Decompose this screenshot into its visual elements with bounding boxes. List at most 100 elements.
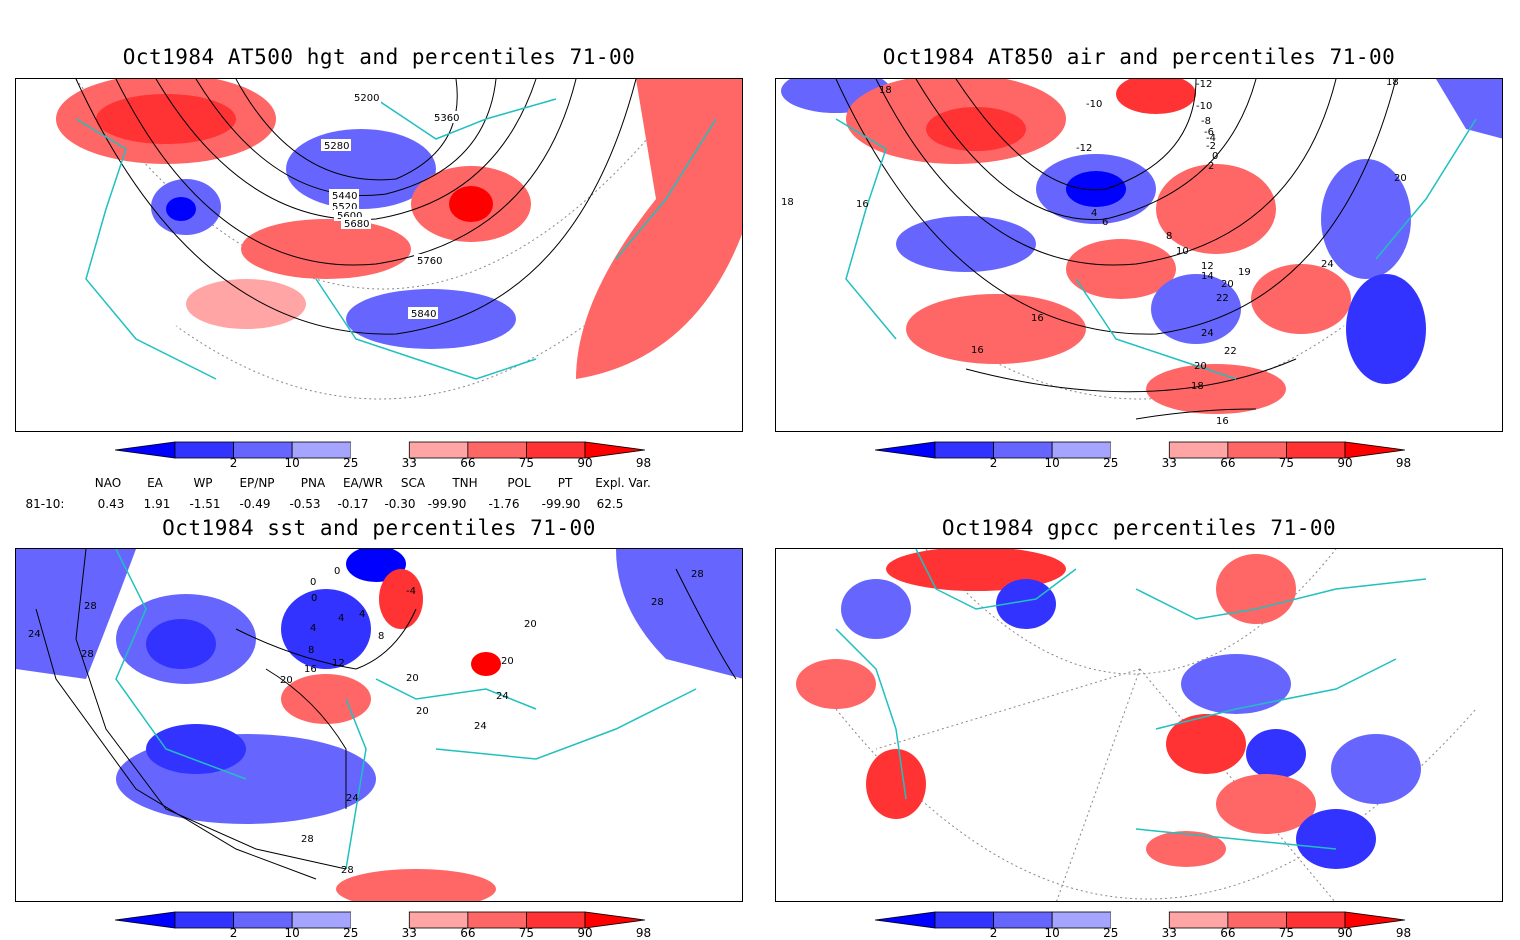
- colorbar-label: 2: [989, 926, 998, 940]
- colorbar-swatch: [1168, 911, 1229, 929]
- cold-anomaly-core: [1066, 171, 1126, 207]
- contour-label: 12: [1201, 261, 1214, 272]
- colorbar-swatches: [874, 911, 1406, 929]
- cold-anomaly-region: [1321, 159, 1411, 279]
- colorbar-swatch: [350, 442, 410, 458]
- contour-line: [155, 79, 537, 221]
- warm-anomaly-core: [96, 94, 236, 144]
- dotted-meridian-line: [1056, 668, 1141, 901]
- colorbar-bottom-right: 2 10 25 33 66 75 90 98: [874, 910, 1411, 940]
- contour-label: 8: [378, 631, 384, 642]
- contour-label: 2: [1208, 161, 1214, 172]
- warm-anomaly-core: [926, 107, 1026, 151]
- warm-anomaly-region: [186, 279, 306, 329]
- warm-anomaly-region: [379, 569, 423, 629]
- dotted-meridian-line: [875, 668, 1141, 750]
- contour-label: 0: [334, 566, 340, 577]
- contour-label: 28: [341, 865, 354, 876]
- warm-anomaly-region: [1116, 79, 1196, 114]
- contour-label-bg: [414, 254, 444, 266]
- colorbar-top-right: 2 10 25 33 66 75 90 98: [874, 440, 1411, 476]
- contour-label: 20: [406, 673, 419, 684]
- colorbar-label: 33: [1161, 456, 1177, 470]
- contour-label: 24: [474, 721, 487, 732]
- colorbar-swatch: [526, 911, 586, 929]
- colorbar-swatch: [467, 911, 527, 929]
- panel-title-gpcc: Oct1984 gpcc percentiles 71-00: [941, 516, 1337, 540]
- contour-line: [915, 79, 1257, 221]
- contour-label: 28: [81, 649, 94, 660]
- contour-label: 18: [879, 85, 892, 96]
- contour-label: 24: [346, 793, 359, 804]
- contour-label: 4: [359, 609, 365, 620]
- wet-anomaly-region: [1216, 554, 1296, 624]
- colorbar-swatch: [1051, 911, 1112, 929]
- warm-anomaly-region: [1146, 364, 1286, 414]
- dry-anomaly-region: [1181, 654, 1291, 714]
- contour-label-bg: [341, 217, 371, 229]
- colorbar-swatch: [114, 441, 176, 459]
- contour-label: -6: [1204, 127, 1214, 138]
- contour-label: 18: [1191, 381, 1204, 392]
- warm-anomaly-region: [576, 79, 742, 379]
- index-header: EA: [147, 476, 163, 490]
- contour-label: 10: [1176, 246, 1189, 257]
- colorbar-label: 2: [229, 456, 238, 470]
- colorbar-swatch: [350, 912, 410, 928]
- colorbar-label: 75: [1278, 926, 1295, 940]
- contour-line: [675, 568, 737, 680]
- index-value: 62.5: [596, 497, 624, 511]
- colorbar-label: 66: [460, 926, 476, 940]
- colorbar-label: 33: [401, 926, 417, 940]
- contour-label: 4: [310, 623, 316, 634]
- index-header: TNH: [452, 476, 478, 490]
- index-value: -1.51: [189, 497, 221, 511]
- contour-label: 5680: [344, 219, 369, 230]
- index-header: Expl. Var.: [595, 476, 651, 490]
- contour-line: [1135, 408, 1257, 420]
- cold-anomaly-region: [1436, 79, 1502, 139]
- colorbar-label: 90: [1337, 456, 1353, 470]
- colorbar-label: 25: [343, 456, 359, 470]
- colorbar-swatch: [1286, 441, 1346, 459]
- contour-label: 5600: [337, 211, 362, 222]
- index-header: WP: [193, 476, 213, 490]
- map-panel-gpcc: [775, 548, 1503, 902]
- colorbar-swatch: [1286, 911, 1346, 929]
- wet-anomaly-region: [866, 749, 926, 819]
- warm-anomaly-core: [449, 186, 493, 222]
- colorbar-swatches: [114, 911, 646, 929]
- cold-anomaly-region: [1151, 274, 1241, 344]
- index-value: -0.17: [337, 497, 369, 511]
- contour-label: 18: [1386, 79, 1399, 88]
- contour-label-bg: [408, 307, 438, 319]
- wet-anomaly-region: [1146, 831, 1226, 867]
- contour-label: 28: [691, 569, 704, 580]
- colorbar-swatch: [291, 911, 352, 929]
- contour-label: 8: [1166, 231, 1172, 242]
- contour-label: -4: [406, 586, 416, 597]
- warm-anomaly-region: [1156, 164, 1276, 254]
- contour-label: 5440: [332, 191, 357, 202]
- panel-title-sst: Oct1984 sst and percentiles 71-00: [162, 516, 596, 540]
- colorbar-top-left: 2 10 25 33 66 75 90 98: [114, 440, 651, 476]
- colorbar-label: 66: [460, 456, 476, 470]
- indices-value-row: 81-10: 0.43 1.91 -1.51 -0.49 -0.53 -0.17…: [0, 497, 760, 513]
- colorbar-swatch: [233, 441, 293, 459]
- contour-label: 20: [524, 619, 537, 630]
- contour-label: 20: [280, 675, 293, 686]
- colorbar-label: 10: [284, 456, 300, 470]
- contour-label: 5520: [332, 202, 357, 213]
- coastline: [115, 549, 697, 870]
- contour-label: 22: [1216, 293, 1229, 304]
- colorbar-swatch: [174, 911, 234, 929]
- contour-line: [265, 668, 347, 809]
- colorbar-label: 98: [635, 456, 652, 470]
- index-header: PT: [557, 476, 573, 490]
- contour-labels: 28 28 24 28 0 0 0 4 4 4 8 8 12 16 20 20 …: [28, 566, 704, 876]
- contour-label: 5760: [417, 256, 442, 267]
- colorbar-label: 66: [1220, 456, 1236, 470]
- contour-label: -12: [1196, 79, 1212, 90]
- indices-header-row: NAO EA WP EP/NP PNA EA/WR SCA TNH POL PT…: [0, 476, 760, 492]
- map-gpcc-svg: [776, 549, 1502, 901]
